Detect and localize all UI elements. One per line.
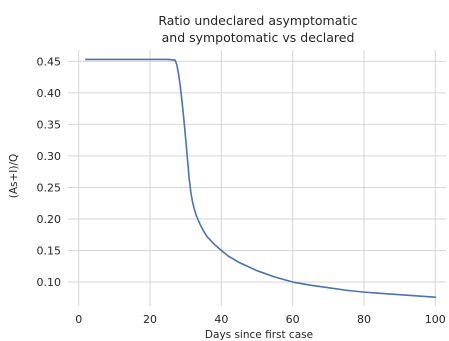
y-tick-label: 0.40 — [37, 87, 62, 100]
x-tick-label: 60 — [286, 313, 300, 326]
y-tick-label: 0.25 — [37, 181, 62, 194]
chart-title-line-2: and sympotomatic vs declared — [162, 30, 355, 45]
x-tick-label: 0 — [75, 313, 82, 326]
y-tick-label: 0.15 — [37, 245, 62, 258]
y-axis-label: (As+I)/Q — [8, 154, 20, 199]
series-layer — [85, 58, 437, 298]
y-tick-label: 0.35 — [37, 118, 62, 131]
x-tick-label: 40 — [214, 313, 228, 326]
y-tick-label: 0.20 — [37, 213, 62, 226]
x-axis-label: Days since first case — [205, 329, 313, 341]
y-tick-label: 0.45 — [37, 55, 62, 68]
series-line — [85, 58, 437, 298]
chart-title-line-1: Ratio undeclared asymptomatic — [158, 13, 357, 28]
y-tick-labels: 0.10 0.15 0.20 0.25 0.30 0.35 0.40 0.45 — [37, 55, 62, 289]
x-tick-labels: 0 20 40 60 80 100 — [75, 313, 446, 326]
x-tick-label: 80 — [357, 313, 371, 326]
x-tick-label: 20 — [143, 313, 157, 326]
x-tick-label: 100 — [425, 313, 446, 326]
y-tick-label: 0.10 — [37, 276, 62, 289]
plot-area — [68, 50, 446, 306]
grid-lines — [68, 50, 446, 306]
y-tick-label: 0.30 — [37, 150, 62, 163]
